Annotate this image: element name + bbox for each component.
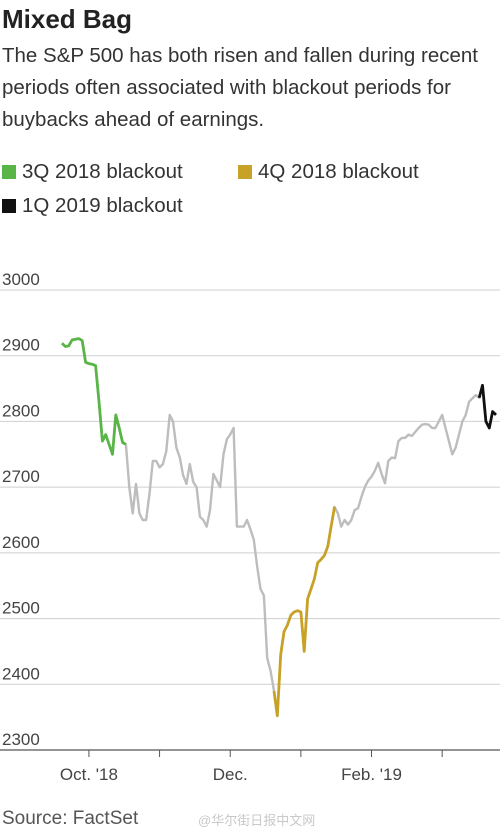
chart-subtitle: The S&P 500 has both risen and fallen du… — [2, 44, 478, 131]
x-tick-label: Dec. — [213, 765, 248, 784]
legend-item-1q-2019: 1Q 2019 blackout — [2, 194, 183, 218]
legend-swatch-3q-2018 — [2, 165, 16, 179]
legend-swatch-4q-2018 — [238, 165, 252, 179]
y-tick-label: 2700 — [2, 467, 40, 486]
chart-title: Mixed Bag — [2, 4, 133, 34]
x-tick-label: Oct. '18 — [60, 765, 118, 784]
y-tick-label: 2500 — [2, 599, 40, 618]
y-tick-label: 2300 — [2, 730, 40, 749]
legend-label: 1Q 2019 blackout — [22, 194, 183, 217]
y-tick-label: 3000 — [2, 270, 40, 289]
watermark: @华尔街日报中文网 — [198, 813, 316, 828]
legend-item-3q-2018: 3Q 2018 blackout — [2, 160, 183, 184]
source-note: Source: FactSet — [2, 808, 139, 829]
legend-label: 3Q 2018 blackout — [22, 160, 183, 183]
legend-item-4q-2018: 4Q 2018 blackout — [238, 160, 419, 184]
highlight-segment-1 — [272, 506, 336, 718]
y-tick-label: 2400 — [2, 664, 40, 683]
y-tick-label: 2900 — [2, 336, 40, 355]
highlight-segment-2 — [477, 383, 497, 430]
y-tick-label: 2600 — [2, 533, 40, 552]
y-tick-label: 2800 — [2, 401, 40, 420]
legend-label: 4Q 2018 blackout — [258, 160, 419, 183]
series-line-sp500 — [61, 337, 497, 717]
x-tick-label: Feb. '19 — [341, 765, 402, 784]
highlight-segment-0 — [61, 337, 127, 456]
legend-swatch-1q-2019 — [2, 199, 16, 213]
